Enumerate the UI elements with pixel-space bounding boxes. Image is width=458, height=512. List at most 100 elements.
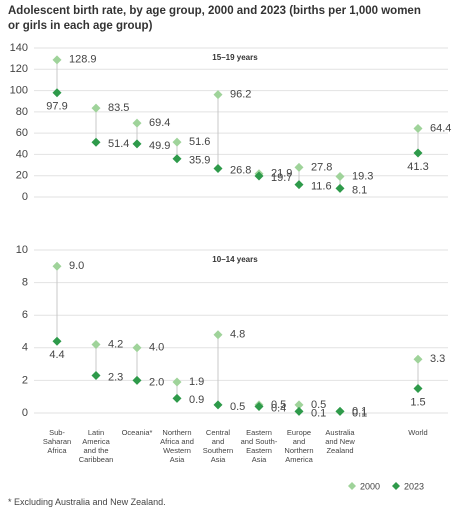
y-tick-label: 80 (16, 106, 28, 118)
data-point (52, 261, 62, 271)
data-label: 1.5 (410, 396, 425, 408)
data-label: 1.9 (189, 376, 204, 388)
data-point (132, 375, 142, 385)
data-label: 4.2 (108, 338, 123, 350)
data-point (213, 90, 223, 100)
data-point (172, 137, 182, 147)
data-point (213, 163, 223, 173)
data-label: 26.8 (230, 164, 251, 176)
y-tick-label: 8 (22, 277, 28, 289)
data-label: 49.9 (149, 140, 170, 152)
data-label: 3.3 (430, 353, 445, 365)
data-label: 27.8 (311, 161, 332, 173)
data-label: 11.6 (311, 181, 332, 193)
data-point (335, 406, 345, 416)
data-point (91, 137, 101, 147)
y-tick-label: 0 (22, 191, 28, 203)
y-tick-label: 6 (22, 309, 28, 321)
data-label: 4.4 (49, 349, 64, 361)
data-label: 51.6 (189, 136, 210, 148)
data-label: 2.3 (108, 371, 123, 383)
data-label: 41.3 (407, 161, 428, 173)
x-tick-label: World (408, 428, 428, 437)
data-label: 8.1 (352, 184, 367, 196)
data-point (294, 162, 304, 172)
data-point (52, 336, 62, 346)
x-tick-label: Latin America and the Caribbean (78, 428, 114, 464)
legend-label: 2023 (404, 481, 424, 491)
data-label: 83.5 (108, 102, 129, 114)
data-label: 4.0 (149, 342, 164, 354)
data-point (172, 154, 182, 164)
data-label: 0.1 (352, 405, 367, 417)
data-label: 128.9 (69, 54, 97, 66)
data-label: 35.9 (189, 155, 210, 167)
data-point (91, 371, 101, 381)
chart-title: Adolescent birth rate, by age group, 200… (8, 5, 421, 32)
y-tick-label: 4 (22, 342, 28, 354)
data-label: 21.9 (271, 168, 292, 180)
data-label: 2.0 (149, 376, 164, 388)
data-point (213, 330, 223, 340)
data-point (294, 406, 304, 416)
x-tick-label: Central and Southern Asia (202, 428, 234, 464)
data-point (254, 171, 264, 181)
data-point (213, 400, 223, 410)
data-point (294, 180, 304, 190)
data-label: 19.7 (271, 172, 292, 184)
x-tick-label: Europe and Northern America (284, 428, 314, 464)
data-label: 97.9 (46, 101, 67, 113)
data-point (335, 183, 345, 193)
data-label: 51.4 (108, 138, 129, 150)
y-tick-label: 10 (16, 244, 28, 256)
panel-subtitle: 10–14 years (212, 255, 258, 264)
data-label: 0.1 (311, 407, 326, 419)
x-tick-label: Australia and New Zealand (325, 428, 355, 455)
data-label: 0.5 (230, 401, 245, 413)
panel-subtitle: 15–19 years (212, 53, 258, 62)
data-label: 4.8 (230, 329, 245, 341)
y-tick-label: 60 (16, 127, 28, 139)
data-point (172, 377, 182, 387)
data-label: 0.9 (189, 394, 204, 406)
y-tick-label: 20 (16, 170, 28, 182)
data-point (52, 55, 62, 65)
data-label: 9.0 (69, 260, 84, 272)
x-tick-label: Northern Africa and Western Asia (160, 428, 194, 464)
legend-marker (348, 482, 356, 490)
y-tick-label: 2 (22, 374, 28, 386)
data-point (413, 354, 423, 364)
legend-label: 2000 (360, 481, 380, 491)
data-label: 0.1 (352, 407, 367, 419)
footnote: * Excluding Australia and New Zealand. (8, 497, 166, 507)
data-label: 19.3 (352, 170, 373, 182)
y-tick-label: 100 (10, 84, 28, 96)
y-tick-label: 40 (16, 148, 28, 160)
data-label: 0.5 (271, 399, 286, 411)
data-point (132, 139, 142, 149)
data-point (132, 343, 142, 353)
x-tick-label: Oceania* (121, 428, 153, 437)
data-point (132, 118, 142, 128)
data-point (413, 148, 423, 158)
x-tick-label: Sub- Saharan Africa (42, 428, 72, 455)
data-point (294, 400, 304, 410)
y-tick-label: 120 (10, 63, 28, 75)
data-point (91, 103, 101, 113)
y-tick-label: 140 (10, 42, 28, 54)
y-tick-label: 0 (22, 407, 28, 419)
data-point (413, 384, 423, 394)
legend-marker (392, 482, 400, 490)
data-label: 0.5 (311, 399, 326, 411)
data-point (52, 88, 62, 98)
data-label: 96.2 (230, 89, 251, 101)
data-point (91, 340, 101, 350)
data-point (335, 171, 345, 181)
data-label: 0.4 (271, 402, 286, 414)
data-label: 64.4 (430, 122, 451, 134)
data-point (413, 123, 423, 133)
data-label: 69.4 (149, 117, 170, 129)
data-point (172, 393, 182, 403)
